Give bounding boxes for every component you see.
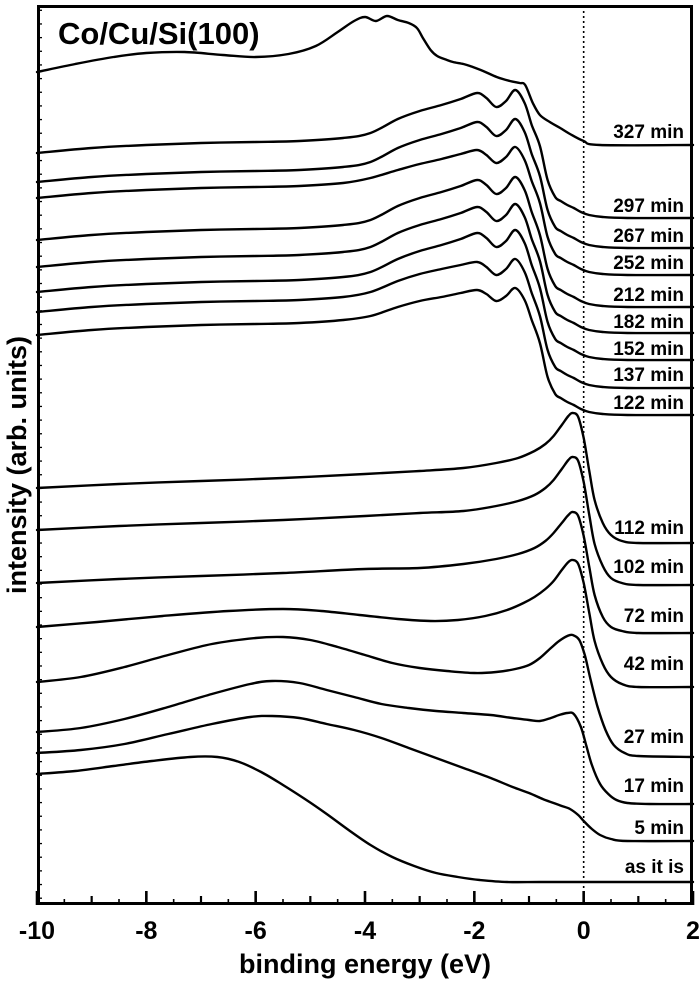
x-tick-label: 0 bbox=[577, 917, 591, 945]
x-tick-label: -4 bbox=[354, 917, 376, 945]
spectrum-curve-as-it-is bbox=[35, 755, 695, 884]
curve-label: as it is bbox=[625, 857, 684, 878]
curve-labels: 327 min 297 min 267 min 252 min 212 min 182 m… bbox=[613, 122, 684, 878]
curve-label: 72 min bbox=[624, 606, 684, 627]
curve-label: 42 min bbox=[624, 654, 684, 675]
spectrum-curve-297-min bbox=[35, 88, 695, 220]
x-tick-label: 2 bbox=[686, 917, 700, 945]
spectrum-curve-182-min bbox=[35, 202, 695, 335]
spectrum-curve-252-min bbox=[35, 145, 695, 277]
spectrum-curve-5-min bbox=[35, 714, 695, 843]
plot-frame bbox=[37, 5, 693, 905]
spectrum-curve-42-min bbox=[35, 558, 695, 689]
x-tick-label: -8 bbox=[135, 917, 157, 945]
curve-label: 112 min bbox=[614, 518, 684, 539]
curve-label: 212 min bbox=[613, 285, 684, 306]
spectrum-curve-122-min bbox=[35, 286, 695, 417]
curve-label: 252 min bbox=[613, 253, 684, 274]
spectrum-curve-267-min bbox=[35, 117, 695, 250]
spectrum-curve-212-min bbox=[35, 175, 695, 309]
curve-label: 327 min bbox=[613, 122, 684, 143]
x-tick-label: -6 bbox=[245, 917, 267, 945]
curve-label: 17 min bbox=[624, 776, 684, 797]
curve-label: 27 min bbox=[624, 727, 684, 748]
curve-label: 152 min bbox=[613, 339, 684, 360]
curve-label: 297 min bbox=[613, 196, 684, 217]
spectrum-curve-72-min bbox=[35, 510, 695, 635]
spectrum-curve-112-min bbox=[35, 411, 695, 545]
curve-label: 5 min bbox=[634, 818, 684, 839]
spectrum-curve-17-min bbox=[35, 679, 695, 806]
spectrum-curve-137-min bbox=[35, 257, 695, 390]
curve-label: 122 min bbox=[613, 393, 684, 414]
y-axis-title: intensity (arb. units) bbox=[2, 336, 32, 594]
curve-label: 182 min bbox=[613, 312, 684, 333]
spectrum-curve-327-min bbox=[35, 14, 695, 147]
x-tick-label: -10 bbox=[19, 917, 55, 945]
spectrum-curve-152-min bbox=[35, 228, 695, 362]
curve-label: 102 min bbox=[613, 557, 684, 578]
spectrum-curve-102-min bbox=[35, 455, 695, 587]
curve-label: 137 min bbox=[613, 365, 684, 386]
spectra-curves bbox=[35, 14, 695, 884]
spectrum-curve-27-min bbox=[35, 633, 695, 759]
curve-label: 267 min bbox=[613, 226, 684, 247]
x-tick-labels: -10 -8 -6 -4 -2 0 2 bbox=[19, 917, 700, 945]
x-tick-label: -2 bbox=[463, 917, 485, 945]
plot-title: Co/Cu/Si(100) bbox=[58, 16, 260, 51]
x-axis-title: binding energy (eV) bbox=[239, 949, 491, 979]
